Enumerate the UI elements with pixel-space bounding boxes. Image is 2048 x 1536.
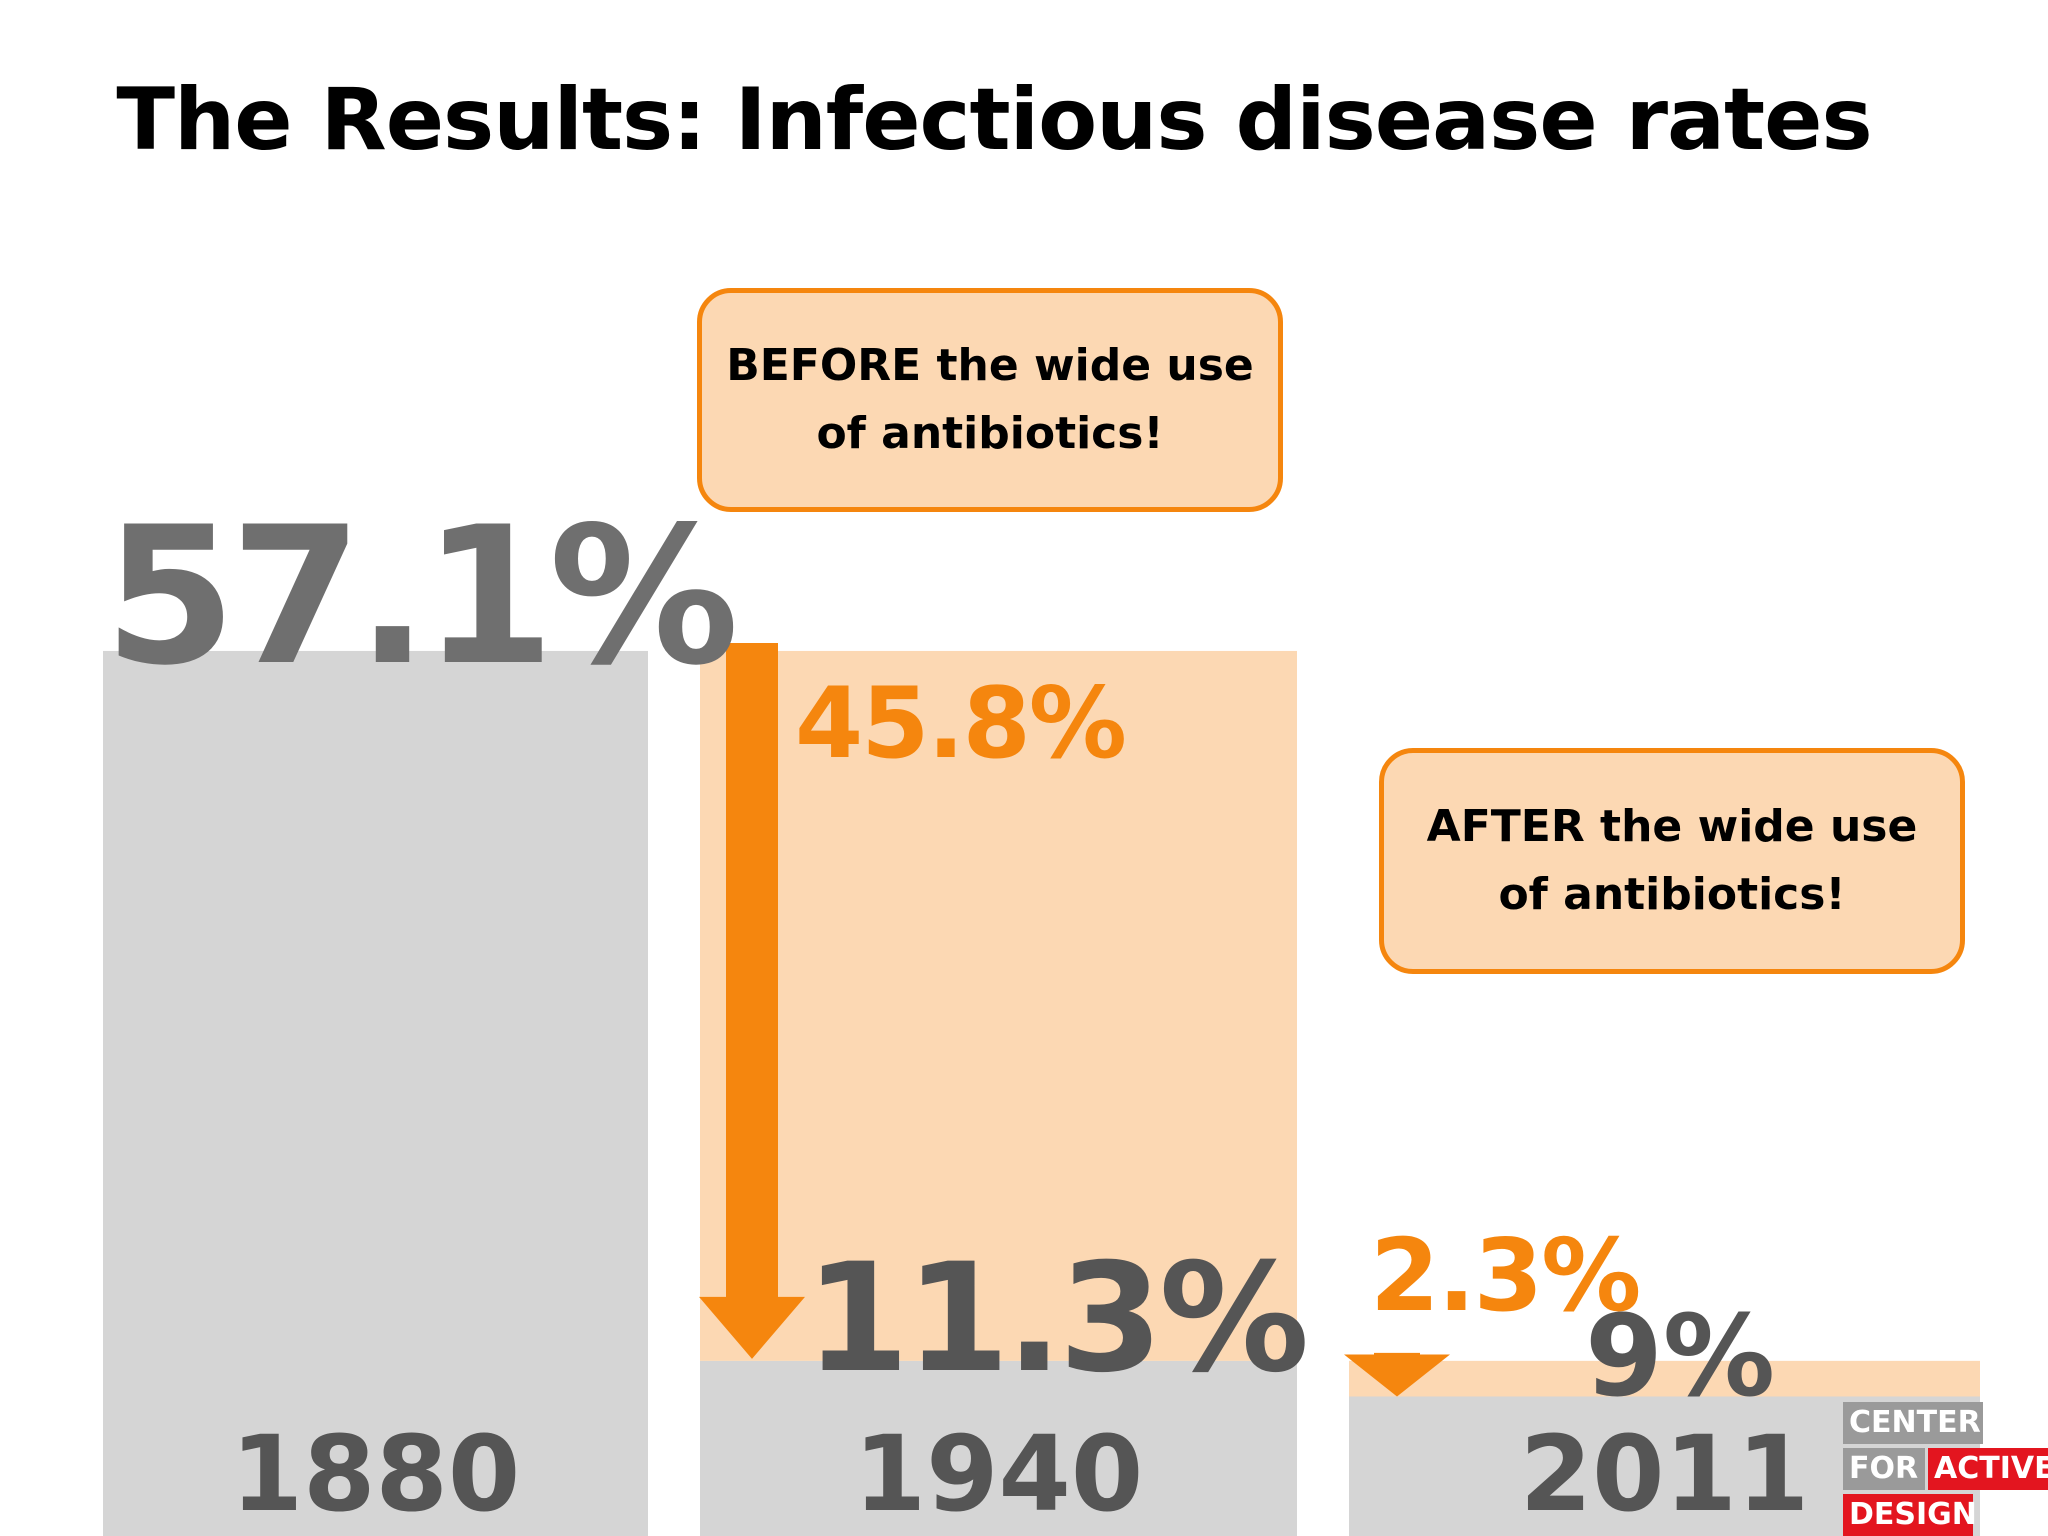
arrow-2011 [1344, 1352, 1450, 1397]
logo-line-active: ACTIVE [1928, 1448, 2048, 1490]
bar-1880 [103, 650, 648, 1536]
callout-before-line1: BEFORE the wide use [726, 340, 1254, 391]
bar-1940 [700, 1360, 1297, 1536]
arrow-1940 [699, 642, 805, 1359]
logo-line-for: FOR [1843, 1448, 1925, 1490]
value-label-1940: 11.3% [805, 1232, 1305, 1406]
reduction-bar-2011 [1349, 1360, 1980, 1397]
value-label-2011: 9% [1585, 1292, 1775, 1422]
category-label-1880: 1880 [231, 1413, 520, 1535]
logo-line-center: CENTER [1843, 1402, 1983, 1444]
reduction-label-2011: 2.3% [1370, 1217, 1639, 1334]
callout-after-line2: of antibiotics! [1498, 869, 1846, 920]
category-label-2011: 2011 [1520, 1413, 1809, 1535]
callout-after-antibiotics: AFTER the wide use of antibiotics! [1379, 748, 1965, 974]
callout-after-line1: AFTER the wide use [1426, 801, 1918, 852]
center-for-active-design-logo: CENTER FOR ACTIVE DESIGN [1843, 1402, 2048, 1536]
callout-before-antibiotics: BEFORE the wide use of antibiotics! [697, 288, 1283, 512]
reduction-label-1940: 45.8% [795, 667, 1125, 781]
callout-before-line2: of antibiotics! [816, 408, 1164, 459]
value-label-1880: 57.1% [104, 486, 734, 707]
category-label-1940: 1940 [854, 1413, 1143, 1535]
logo-line-design: DESIGN [1843, 1494, 1977, 1536]
chart-title: The Results: Infectious disease rates [116, 70, 1872, 170]
reduction-bar-1940 [700, 650, 1297, 1361]
